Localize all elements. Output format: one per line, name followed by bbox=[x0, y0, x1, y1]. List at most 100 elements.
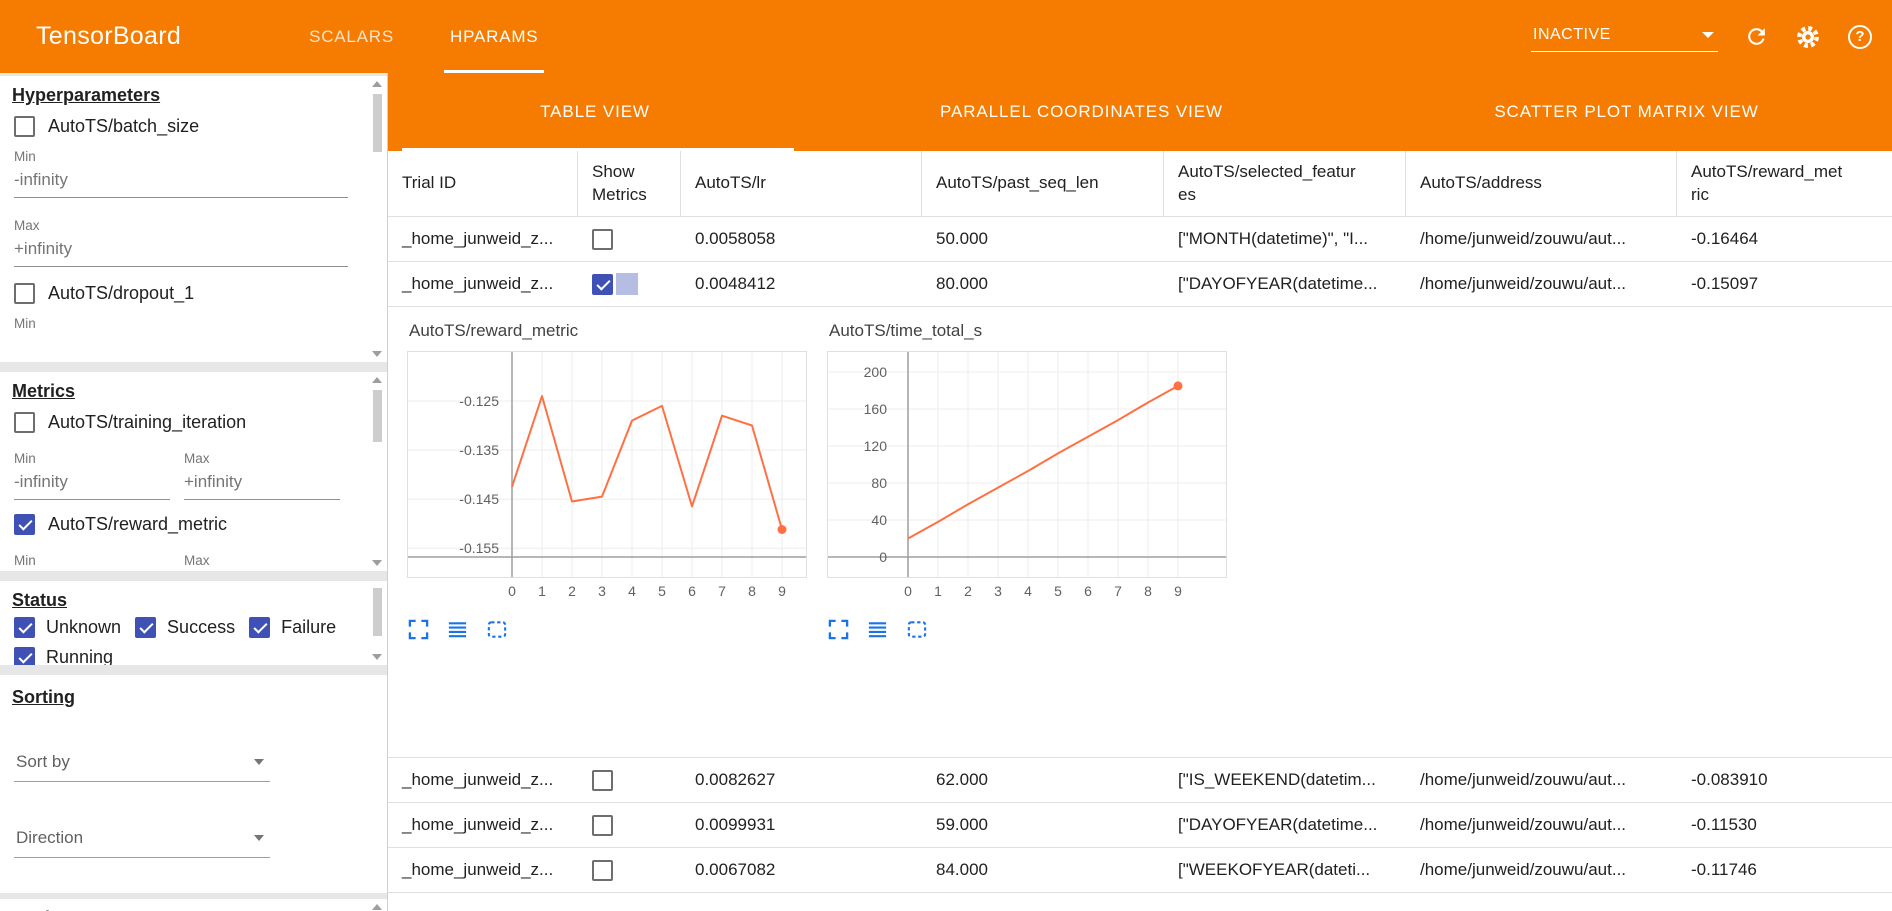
status-item-unknown[interactable]: Unknown bbox=[14, 617, 121, 638]
metric-item-training-iteration[interactable]: AutoTS/training_iteration bbox=[14, 412, 361, 433]
checkbox-icon[interactable] bbox=[14, 647, 35, 665]
settings-button[interactable] bbox=[1794, 23, 1822, 51]
reward-metric-cell: -0.11746 bbox=[1691, 860, 1757, 879]
col-header-past-seq-len[interactable]: AutoTS/past_seq_len bbox=[922, 151, 1164, 216]
checkbox-icon[interactable] bbox=[14, 514, 35, 535]
max-input[interactable]: +infinity bbox=[184, 470, 340, 500]
show-metrics-checkbox[interactable] bbox=[592, 273, 613, 295]
scroll-up-arrow[interactable] bbox=[372, 81, 382, 87]
run-status-label: INACTIVE bbox=[1533, 25, 1611, 43]
checkbox-icon[interactable] bbox=[249, 617, 271, 638]
fullscreen-icon[interactable] bbox=[407, 618, 430, 641]
checkbox-icon[interactable] bbox=[14, 617, 35, 638]
refresh-icon bbox=[1747, 28, 1765, 45]
min-input[interactable]: -infinity bbox=[14, 168, 348, 198]
scroll-down-arrow[interactable] bbox=[372, 351, 382, 357]
checkbox-icon[interactable] bbox=[135, 617, 157, 638]
scroll-down-arrow[interactable] bbox=[372, 654, 382, 660]
fullscreen-icon[interactable] bbox=[827, 618, 850, 641]
address-cell: /home/junweid/zouwu/aut... bbox=[1420, 770, 1627, 789]
paging-panel: Paging bbox=[0, 899, 387, 911]
selection-zoom-icon[interactable] bbox=[485, 618, 508, 641]
tab-scatter-plot-matrix-view[interactable]: SCATTER PLOT MATRIX VIEW bbox=[1494, 102, 1759, 121]
show-metrics-checkbox[interactable] bbox=[592, 769, 613, 791]
sorting-heading: Sorting bbox=[12, 687, 75, 707]
hyperparameters-heading: Hyperparameters bbox=[12, 85, 161, 105]
svg-text:120: 120 bbox=[864, 438, 888, 454]
hparam-item-dropout-1[interactable]: AutoTS/dropout_1 bbox=[14, 283, 361, 304]
sorting-panel: Sorting Sort by Direction bbox=[0, 675, 387, 893]
scroll-down-arrow[interactable] bbox=[372, 560, 382, 566]
col-header-trial-id[interactable]: Trial ID bbox=[388, 151, 578, 216]
scrollbar-thumb[interactable] bbox=[372, 94, 382, 152]
help-button[interactable]: ? bbox=[1846, 23, 1874, 51]
checkbox-icon[interactable] bbox=[14, 283, 35, 304]
past-seq-len-cell: 59.000 bbox=[936, 815, 988, 834]
show-metrics-checkbox[interactable] bbox=[592, 814, 613, 836]
direction-select[interactable]: Direction bbox=[14, 824, 270, 858]
svg-text:9: 9 bbox=[778, 583, 786, 599]
svg-text:2: 2 bbox=[568, 583, 576, 599]
chart-toolbar bbox=[827, 618, 1237, 641]
checkbox-icon[interactable] bbox=[14, 412, 35, 433]
tab-hparams[interactable]: HPARAMS bbox=[422, 0, 566, 73]
min-label: Min bbox=[14, 553, 36, 568]
refresh-button[interactable] bbox=[1742, 23, 1770, 51]
col-header-reward-metric[interactable]: AutoTS/reward_metric bbox=[1691, 162, 1843, 204]
svg-text:1: 1 bbox=[934, 583, 942, 599]
trial-id-cell: _home_junweid_z... bbox=[402, 770, 554, 789]
col-header-address[interactable]: AutoTS/address bbox=[1406, 151, 1677, 216]
metrics-heading: Metrics bbox=[12, 381, 76, 401]
max-input[interactable]: +infinity bbox=[14, 237, 348, 267]
scrollbar[interactable] bbox=[371, 904, 383, 911]
checkbox-label: AutoTS/batch_size bbox=[48, 116, 200, 136]
scrollbar-thumb[interactable] bbox=[372, 390, 382, 442]
table-row: _home_junweid_z... 0.0067082 84.000 ["WEEKO… bbox=[388, 848, 1892, 893]
selection-zoom-icon[interactable] bbox=[905, 618, 928, 641]
tab-parallel-coordinates-view[interactable]: PARALLEL COORDINATES VIEW bbox=[940, 102, 1223, 121]
tab-scalars[interactable]: SCALARS bbox=[309, 26, 395, 46]
line-chart[interactable]: -0.125 -0.135 -0.145 -0.155 0 1 2 3 4 5 6 7 8 9 bbox=[407, 351, 817, 603]
view-tabs: TABLE VIEW PARALLEL COORDINATES VIEW SCA… bbox=[388, 73, 1892, 151]
trial-id-cell: _home_junweid_z... bbox=[402, 815, 554, 834]
hparam-item-batch-size[interactable]: AutoTS/batch_size bbox=[14, 116, 361, 137]
sort-by-select[interactable]: Sort by bbox=[14, 748, 270, 782]
col-header-lr[interactable]: AutoTS/lr bbox=[681, 151, 922, 216]
series-list-icon[interactable] bbox=[866, 618, 889, 641]
min-input[interactable]: -infinity bbox=[14, 470, 170, 500]
show-metrics-checkbox[interactable] bbox=[592, 228, 613, 250]
show-metrics-checkbox[interactable] bbox=[592, 859, 613, 881]
line-chart[interactable]: 200 160 120 80 40 0 0 1 2 3 4 5 6 7 8 9 bbox=[827, 351, 1237, 603]
status-item-success[interactable]: Success bbox=[135, 617, 235, 638]
tab-table-view[interactable]: TABLE VIEW bbox=[388, 73, 802, 151]
show-metrics-cell bbox=[578, 803, 681, 847]
svg-text:7: 7 bbox=[1114, 583, 1122, 599]
status-item-running[interactable]: Running bbox=[14, 647, 113, 665]
selected-features-cell: ["MONTH(datetime)", "I... bbox=[1178, 229, 1369, 248]
scrollbar-thumb[interactable] bbox=[372, 588, 382, 636]
svg-text:7: 7 bbox=[718, 583, 726, 599]
svg-text:200: 200 bbox=[864, 364, 888, 380]
svg-text:8: 8 bbox=[748, 583, 756, 599]
svg-text:6: 6 bbox=[688, 583, 696, 599]
sidebar: Hyperparameters AutoTS/batch_size Min -i… bbox=[0, 73, 388, 911]
scrollbar[interactable] bbox=[371, 586, 383, 660]
run-status-dropdown[interactable]: INACTIVE bbox=[1531, 22, 1718, 52]
help-icon: ? bbox=[1848, 24, 1872, 49]
scroll-up-arrow[interactable] bbox=[372, 377, 382, 383]
table-header: Trial ID Show Metrics AutoTS/lr AutoTS/p… bbox=[388, 151, 1892, 217]
table-row: _home_junweid_z... 0.0082627 62.000 ["IS_WE… bbox=[388, 758, 1892, 803]
scrollbar[interactable] bbox=[371, 377, 383, 566]
col-header-show-metrics[interactable]: Show Metrics bbox=[578, 151, 681, 216]
series-list-icon[interactable] bbox=[446, 618, 469, 641]
lr-cell: 0.0048412 bbox=[695, 274, 776, 293]
min-label: Min bbox=[14, 451, 36, 466]
col-header-selected-features[interactable]: AutoTS/selected_features bbox=[1164, 151, 1406, 216]
metric-item-reward-metric[interactable]: AutoTS/reward_metric bbox=[14, 514, 361, 535]
main-content: TABLE VIEW PARALLEL COORDINATES VIEW SCA… bbox=[388, 73, 1892, 911]
status-item-failure[interactable]: Failure bbox=[249, 617, 336, 638]
checkbox-icon[interactable] bbox=[14, 116, 35, 137]
scrollbar[interactable] bbox=[371, 81, 383, 357]
scroll-up-arrow[interactable] bbox=[372, 904, 382, 910]
past-seq-len-cell: 80.000 bbox=[936, 274, 988, 293]
